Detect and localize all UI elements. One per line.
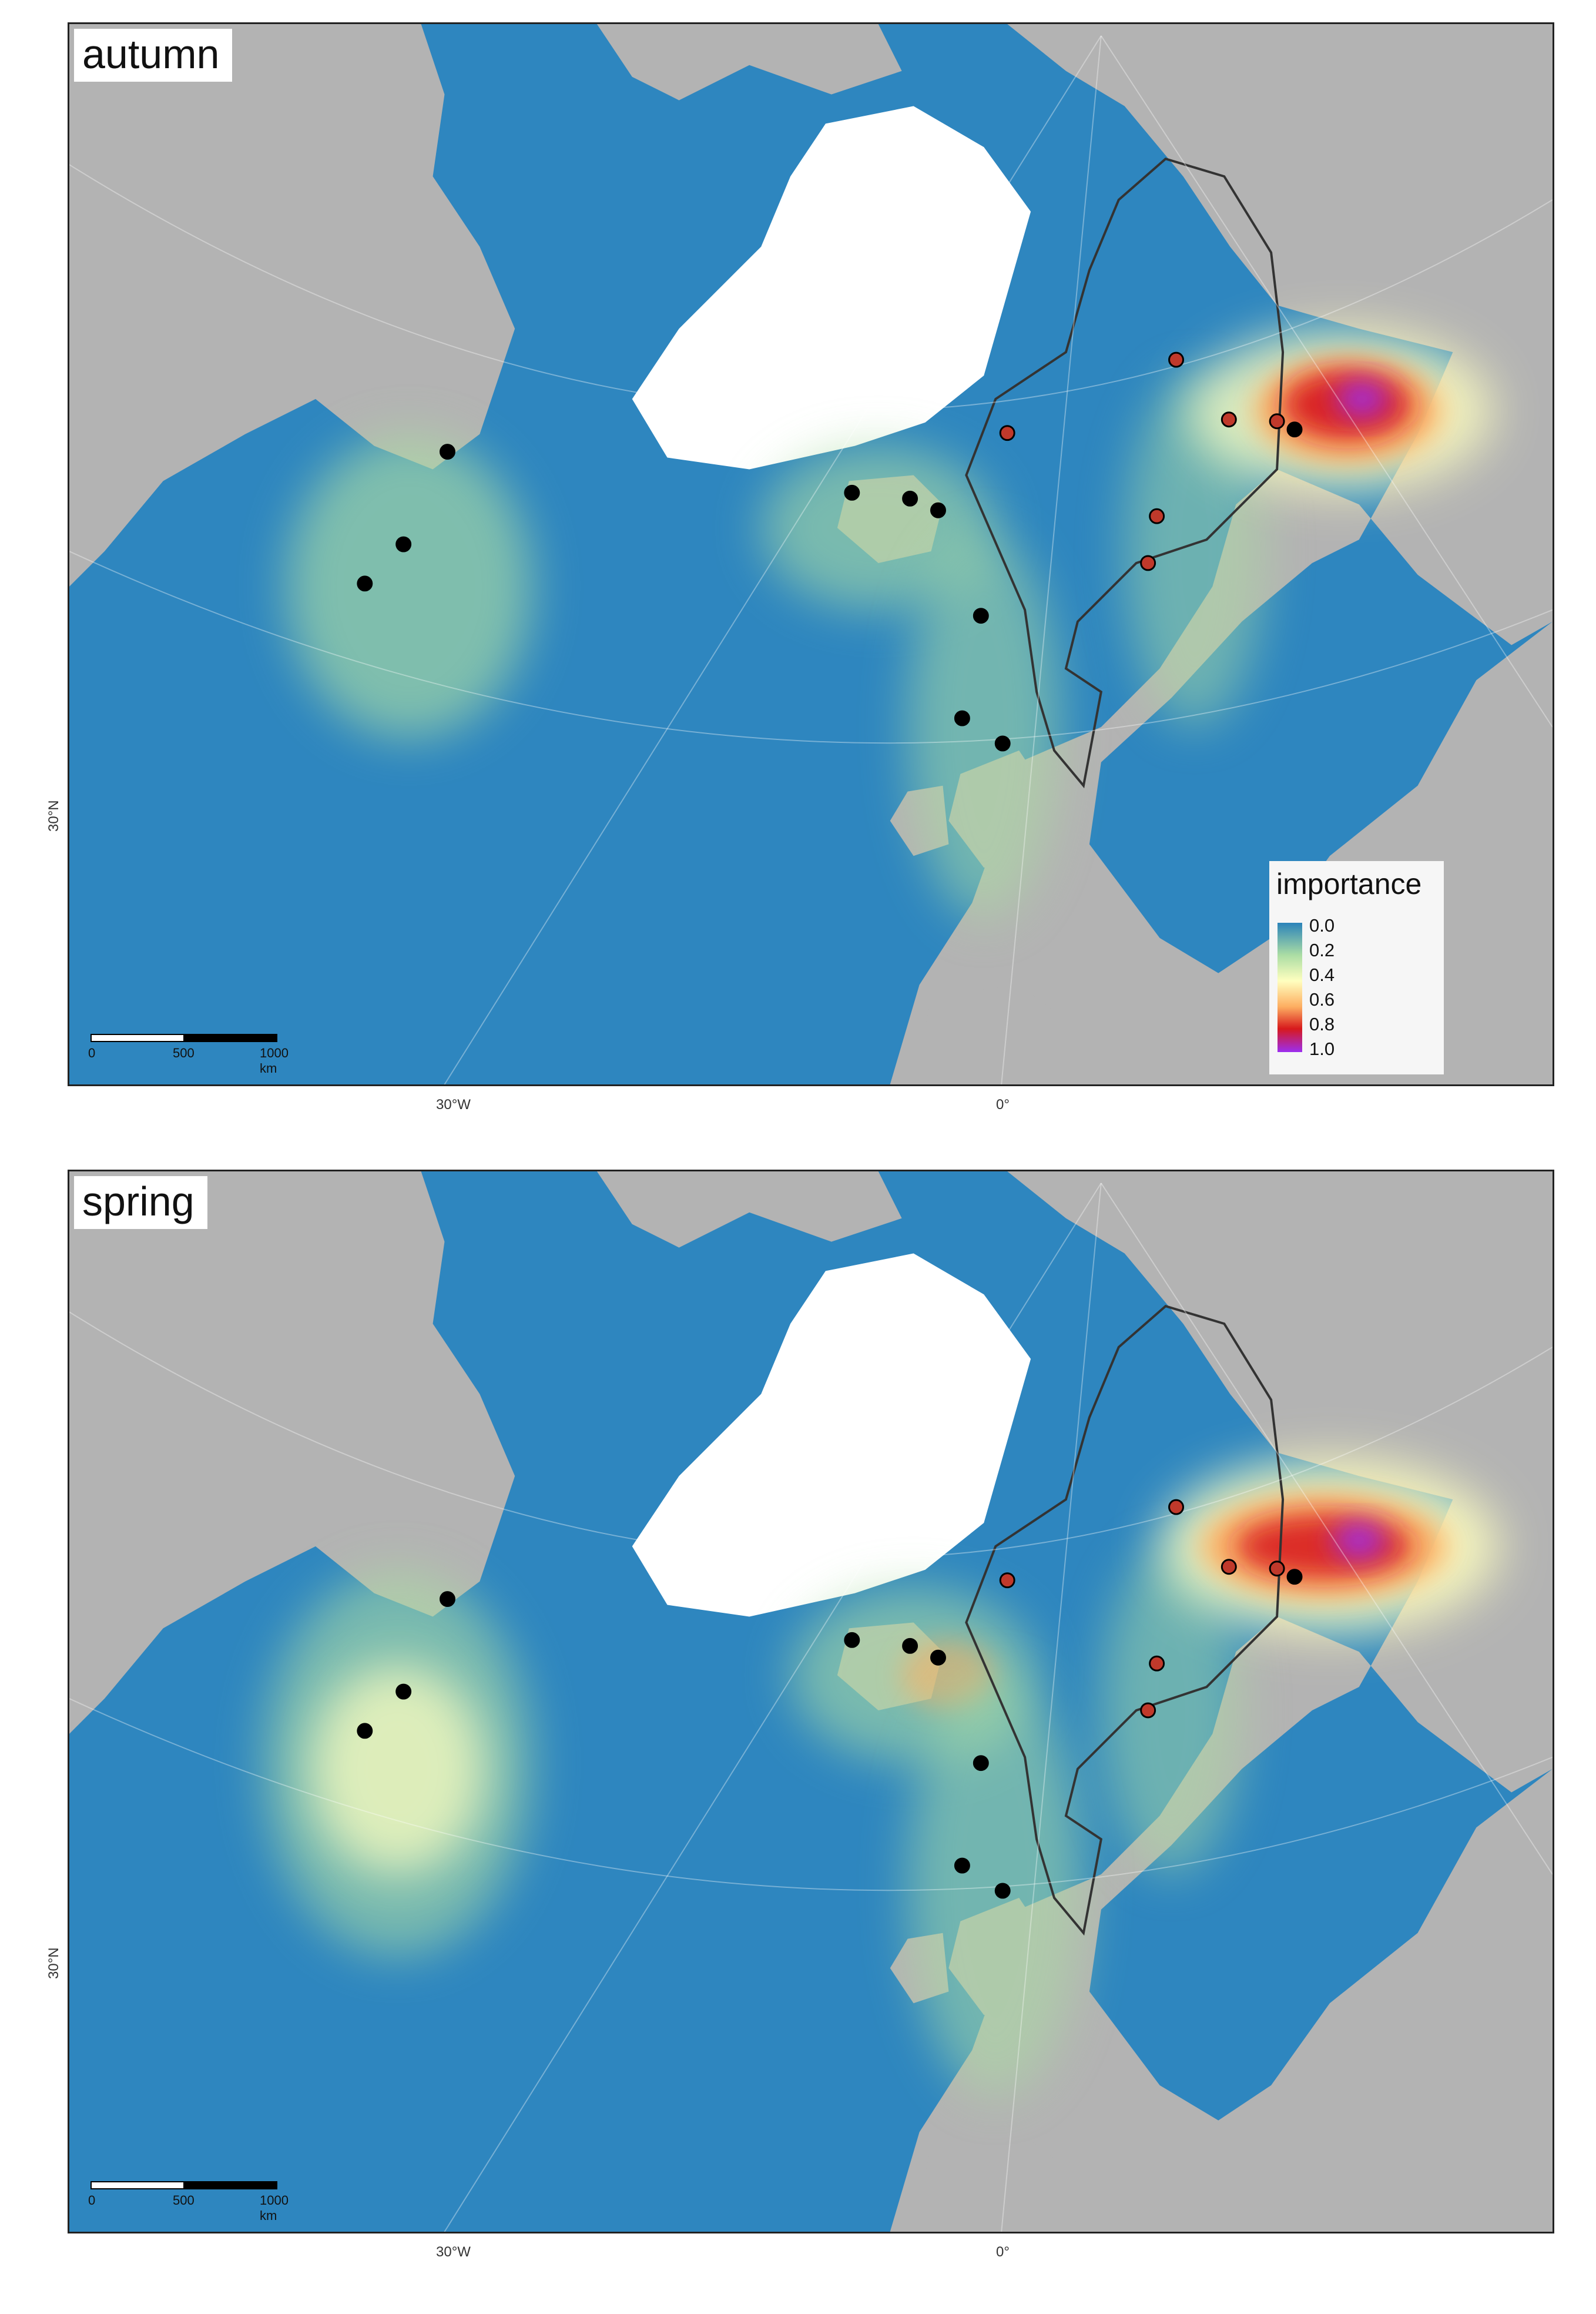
- graticule: [69, 1183, 1553, 2232]
- colony-marker: [1221, 411, 1237, 428]
- longitude-label: 30°W: [436, 2244, 471, 2260]
- scale-tick: 0: [88, 2193, 96, 2208]
- season-label: autumn: [74, 29, 233, 82]
- season-label: spring: [74, 1176, 207, 1229]
- legend-label: 0.6: [1309, 989, 1335, 1010]
- scale-bar: 0 500 1000 km: [88, 1034, 289, 1076]
- colony-marker: [930, 502, 946, 518]
- scale-bar-segment: [90, 1034, 185, 1042]
- longitude-label: 0°: [996, 2244, 1010, 2260]
- map-canvas-spring: [69, 1171, 1553, 2232]
- legend-label: 0.8: [1309, 1014, 1335, 1034]
- latitude-label: 30°N: [46, 800, 62, 832]
- colony-marker: [973, 608, 989, 624]
- colony-marker: [902, 490, 918, 507]
- colony-marker: [954, 1857, 970, 1874]
- greenland-ice: [632, 1253, 1031, 1617]
- scale-tick: 0: [88, 1046, 96, 1060]
- colony-marker: [1140, 555, 1156, 571]
- colony-marker: [999, 1572, 1015, 1589]
- scale-tick: 1000 km: [260, 1046, 289, 1076]
- legend-color-ramp: [1278, 923, 1302, 1052]
- colony-marker: [973, 1755, 989, 1772]
- colony-marker: [1286, 421, 1303, 438]
- longitude-label: 30°W: [436, 1097, 471, 1113]
- colony-marker: [1149, 1655, 1165, 1672]
- colony-marker: [844, 1632, 860, 1648]
- legend-title: importance: [1276, 868, 1422, 900]
- colony-marker: [395, 1683, 412, 1700]
- map-panel-spring: spring 0 500 1000 km: [68, 1170, 1554, 2233]
- colony-marker: [930, 1649, 946, 1666]
- importance-heatmap: [286, 329, 1494, 920]
- map-panel-autumn: autumn 0 500 1000 km importance 0.0 0.2 …: [68, 22, 1554, 1086]
- legend-label: 0.0: [1309, 915, 1335, 936]
- region-boundary: [965, 1305, 1285, 1936]
- colony-markers: [357, 1499, 1303, 1899]
- colony-marker: [1269, 413, 1285, 430]
- greenland-ice: [632, 106, 1031, 470]
- graticule: [69, 35, 1553, 1084]
- colony-marker: [999, 425, 1015, 441]
- colony-marker: [1168, 351, 1184, 368]
- scale-bar: 0 500 1000 km: [88, 2181, 289, 2223]
- longitude-label: 0°: [996, 1097, 1010, 1113]
- colony-marker: [994, 735, 1011, 752]
- colony-marker: [844, 484, 860, 501]
- colony-marker: [1221, 1559, 1237, 1575]
- importance-legend: importance 0.0 0.2 0.4 0.6 0.8 1.0: [1269, 861, 1444, 1074]
- colony-marker: [1149, 508, 1165, 524]
- scale-bar-segment: [183, 1034, 277, 1042]
- colony-marker: [357, 1723, 373, 1739]
- colony-marker: [1269, 1560, 1285, 1577]
- colony-marker: [954, 710, 970, 726]
- colony-marker: [1168, 1499, 1184, 1515]
- scale-bar-segment: [183, 2181, 277, 2189]
- colony-marker: [357, 575, 373, 592]
- scale-bar-segment: [90, 2181, 185, 2189]
- colony-marker: [1286, 1569, 1303, 1585]
- legend-label: 0.2: [1309, 940, 1335, 960]
- colony-marker: [440, 444, 455, 460]
- colony-markers: [357, 351, 1303, 752]
- colony-marker: [902, 1637, 918, 1654]
- latitude-label: 30°N: [46, 1947, 62, 1979]
- colony-marker: [994, 1883, 1011, 1899]
- legend-label: 1.0: [1309, 1039, 1335, 1059]
- region-boundary: [965, 158, 1285, 789]
- scale-tick: 500: [173, 1046, 195, 1060]
- scale-tick: 1000 km: [260, 2193, 289, 2223]
- importance-heatmap: [263, 1458, 1500, 2097]
- colony-marker: [440, 1591, 455, 1608]
- map-canvas-autumn: [69, 24, 1553, 1084]
- legend-label: 0.4: [1309, 965, 1335, 985]
- colony-marker: [1140, 1702, 1156, 1719]
- colony-marker: [395, 536, 412, 552]
- scale-tick: 500: [173, 2193, 195, 2208]
